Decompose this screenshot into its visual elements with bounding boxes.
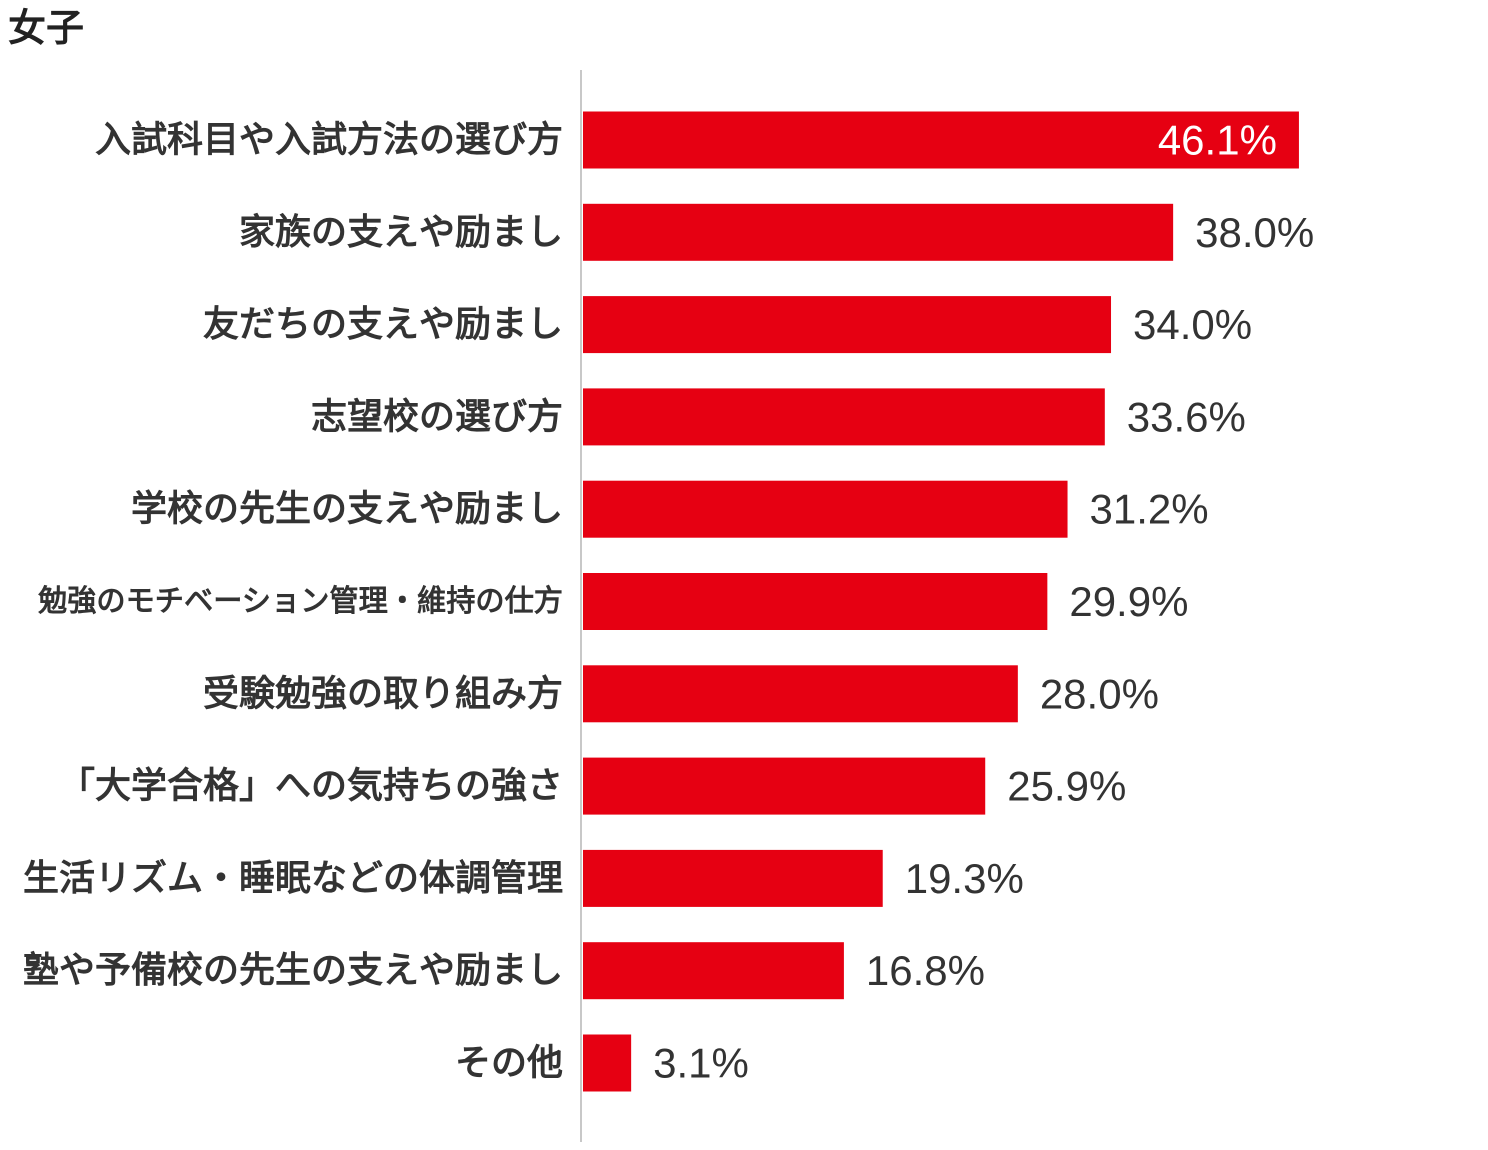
category-label: 入試科目や入試方法の選び方 xyxy=(95,120,563,161)
value-label: 16.8% xyxy=(866,947,985,994)
bar xyxy=(583,573,1048,630)
category-label: その他 xyxy=(455,1043,563,1084)
bar xyxy=(583,388,1105,446)
value-label: 38.0% xyxy=(1195,209,1314,256)
category-label: 「大学合格」への気持ちの強さ xyxy=(59,765,563,807)
bar xyxy=(583,111,1299,169)
bar xyxy=(583,849,883,907)
category-label: 学校の先生の支えや励まし xyxy=(131,488,563,530)
value-label: 29.9% xyxy=(1069,578,1188,625)
bar xyxy=(583,296,1112,354)
category-label: 志望校の選び方 xyxy=(311,396,563,437)
category-label: 受験勉強の取り組み方 xyxy=(203,673,563,714)
category-label: 生活リズム・睡眠などの体調管理 xyxy=(23,857,563,899)
bar xyxy=(583,665,1018,723)
bar xyxy=(583,757,986,815)
value-label: 46.1% xyxy=(1158,117,1277,164)
value-label: 19.3% xyxy=(905,855,1024,902)
bar xyxy=(583,203,1174,261)
bar xyxy=(583,480,1068,538)
value-label: 3.1% xyxy=(653,1040,749,1087)
value-label: 25.9% xyxy=(1007,763,1126,810)
category-label: 家族の支えや励まし xyxy=(239,212,563,253)
value-label: 33.6% xyxy=(1127,393,1246,440)
category-label: 塾や予備校の先生の支えや励まし xyxy=(23,950,563,991)
bar xyxy=(583,1034,632,1092)
value-label: 34.0% xyxy=(1133,301,1252,348)
bar xyxy=(583,942,844,1000)
chart-title: 女子 xyxy=(8,6,85,50)
value-label: 28.0% xyxy=(1040,670,1159,717)
value-label: 31.2% xyxy=(1090,486,1209,533)
category-label: 勉強のモチベーション管理・維持の仕方 xyxy=(37,584,563,619)
category-label: 友だちの支えや励まし xyxy=(203,304,563,345)
